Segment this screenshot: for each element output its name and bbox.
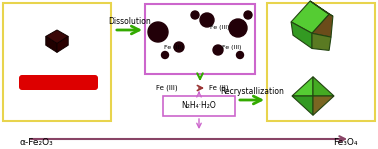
FancyBboxPatch shape (3, 3, 111, 121)
FancyBboxPatch shape (163, 96, 235, 116)
Polygon shape (292, 77, 313, 96)
Polygon shape (291, 1, 329, 33)
Polygon shape (46, 36, 57, 52)
Text: Fe (III): Fe (III) (164, 45, 183, 49)
Text: α-Fe₂O₃: α-Fe₂O₃ (20, 138, 54, 147)
FancyBboxPatch shape (19, 75, 98, 90)
Circle shape (161, 52, 169, 59)
Circle shape (148, 22, 168, 42)
Text: Dissolution: Dissolution (108, 17, 151, 26)
Text: Fe₃O₄: Fe₃O₄ (333, 138, 358, 147)
Circle shape (213, 45, 223, 55)
Polygon shape (46, 30, 68, 44)
Text: Fe (II): Fe (II) (209, 85, 229, 91)
Circle shape (229, 19, 247, 37)
Polygon shape (312, 33, 331, 50)
FancyBboxPatch shape (145, 4, 255, 74)
Text: Fe (III): Fe (III) (210, 24, 229, 30)
FancyBboxPatch shape (267, 3, 375, 121)
Circle shape (174, 42, 184, 52)
Circle shape (200, 13, 214, 27)
Text: Fe (III): Fe (III) (222, 45, 242, 51)
Polygon shape (313, 77, 334, 96)
Polygon shape (310, 1, 333, 16)
Polygon shape (312, 14, 333, 37)
Polygon shape (291, 22, 312, 49)
Text: N₂H₄·H₂O: N₂H₄·H₂O (181, 101, 216, 111)
Circle shape (237, 52, 243, 59)
Polygon shape (57, 36, 68, 52)
Text: Recrystallization: Recrystallization (220, 87, 284, 96)
Circle shape (244, 11, 252, 19)
Polygon shape (313, 96, 334, 115)
Polygon shape (292, 96, 313, 115)
Text: Fe (III): Fe (III) (156, 85, 178, 91)
Circle shape (191, 11, 199, 19)
